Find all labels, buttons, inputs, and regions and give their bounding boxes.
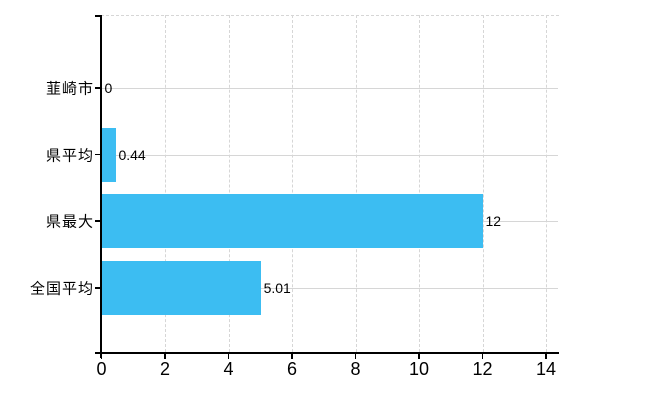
x-axis-tick bbox=[164, 353, 166, 359]
x-axis-line bbox=[95, 352, 559, 354]
y-axis-line bbox=[100, 15, 102, 358]
x-axis-tick bbox=[481, 353, 484, 359]
bar-value-label: 5.01 bbox=[263, 280, 291, 296]
bar-value-label: 12 bbox=[485, 213, 502, 230]
x-tick-label: 14 bbox=[535, 359, 557, 379]
x-tick-label: 12 bbox=[472, 359, 493, 379]
x-axis-tick bbox=[227, 353, 230, 359]
x-axis-tick bbox=[418, 353, 420, 359]
y-axis-tick bbox=[95, 87, 101, 89]
category-label: 韮崎市 bbox=[45, 80, 94, 98]
category-label: 県最大 bbox=[45, 213, 94, 231]
bar bbox=[102, 194, 483, 249]
bar bbox=[102, 127, 116, 182]
category-label: 全国平均 bbox=[29, 280, 94, 298]
x-axis-tick bbox=[100, 353, 103, 359]
grid-line-vertical bbox=[546, 15, 547, 352]
grid-line-vertical bbox=[482, 15, 484, 352]
grid-line-horizontal bbox=[101, 88, 558, 89]
y-axis-tick bbox=[95, 220, 101, 222]
x-axis-tick bbox=[291, 353, 293, 359]
y-axis-tick bbox=[95, 287, 101, 289]
grid-line-vertical bbox=[355, 15, 357, 352]
x-axis-tick bbox=[354, 353, 357, 359]
x-axis-tick bbox=[545, 353, 547, 359]
grid-line-vertical bbox=[419, 15, 420, 352]
x-tick-label: 0 bbox=[96, 359, 107, 379]
category-label: 県平均 bbox=[45, 147, 94, 165]
grid-line-vertical bbox=[292, 15, 293, 352]
x-tick-label: 4 bbox=[223, 359, 234, 379]
x-tick-label: 6 bbox=[286, 359, 297, 379]
bar-value-label: 0.44 bbox=[118, 146, 146, 163]
x-tick-label: 10 bbox=[408, 359, 430, 379]
plot-top-border bbox=[101, 15, 559, 16]
bar bbox=[102, 261, 262, 315]
y-axis-tick bbox=[95, 15, 101, 17]
grid-line-horizontal bbox=[101, 154, 558, 156]
x-tick-label: 8 bbox=[350, 359, 361, 379]
grid-line-vertical bbox=[228, 15, 230, 352]
bar-value-label: 0 bbox=[104, 80, 113, 96]
grid-line-vertical bbox=[165, 15, 166, 352]
x-tick-label: 2 bbox=[159, 359, 170, 379]
y-axis-tick bbox=[95, 153, 101, 156]
grid-line-horizontal bbox=[101, 288, 558, 289]
